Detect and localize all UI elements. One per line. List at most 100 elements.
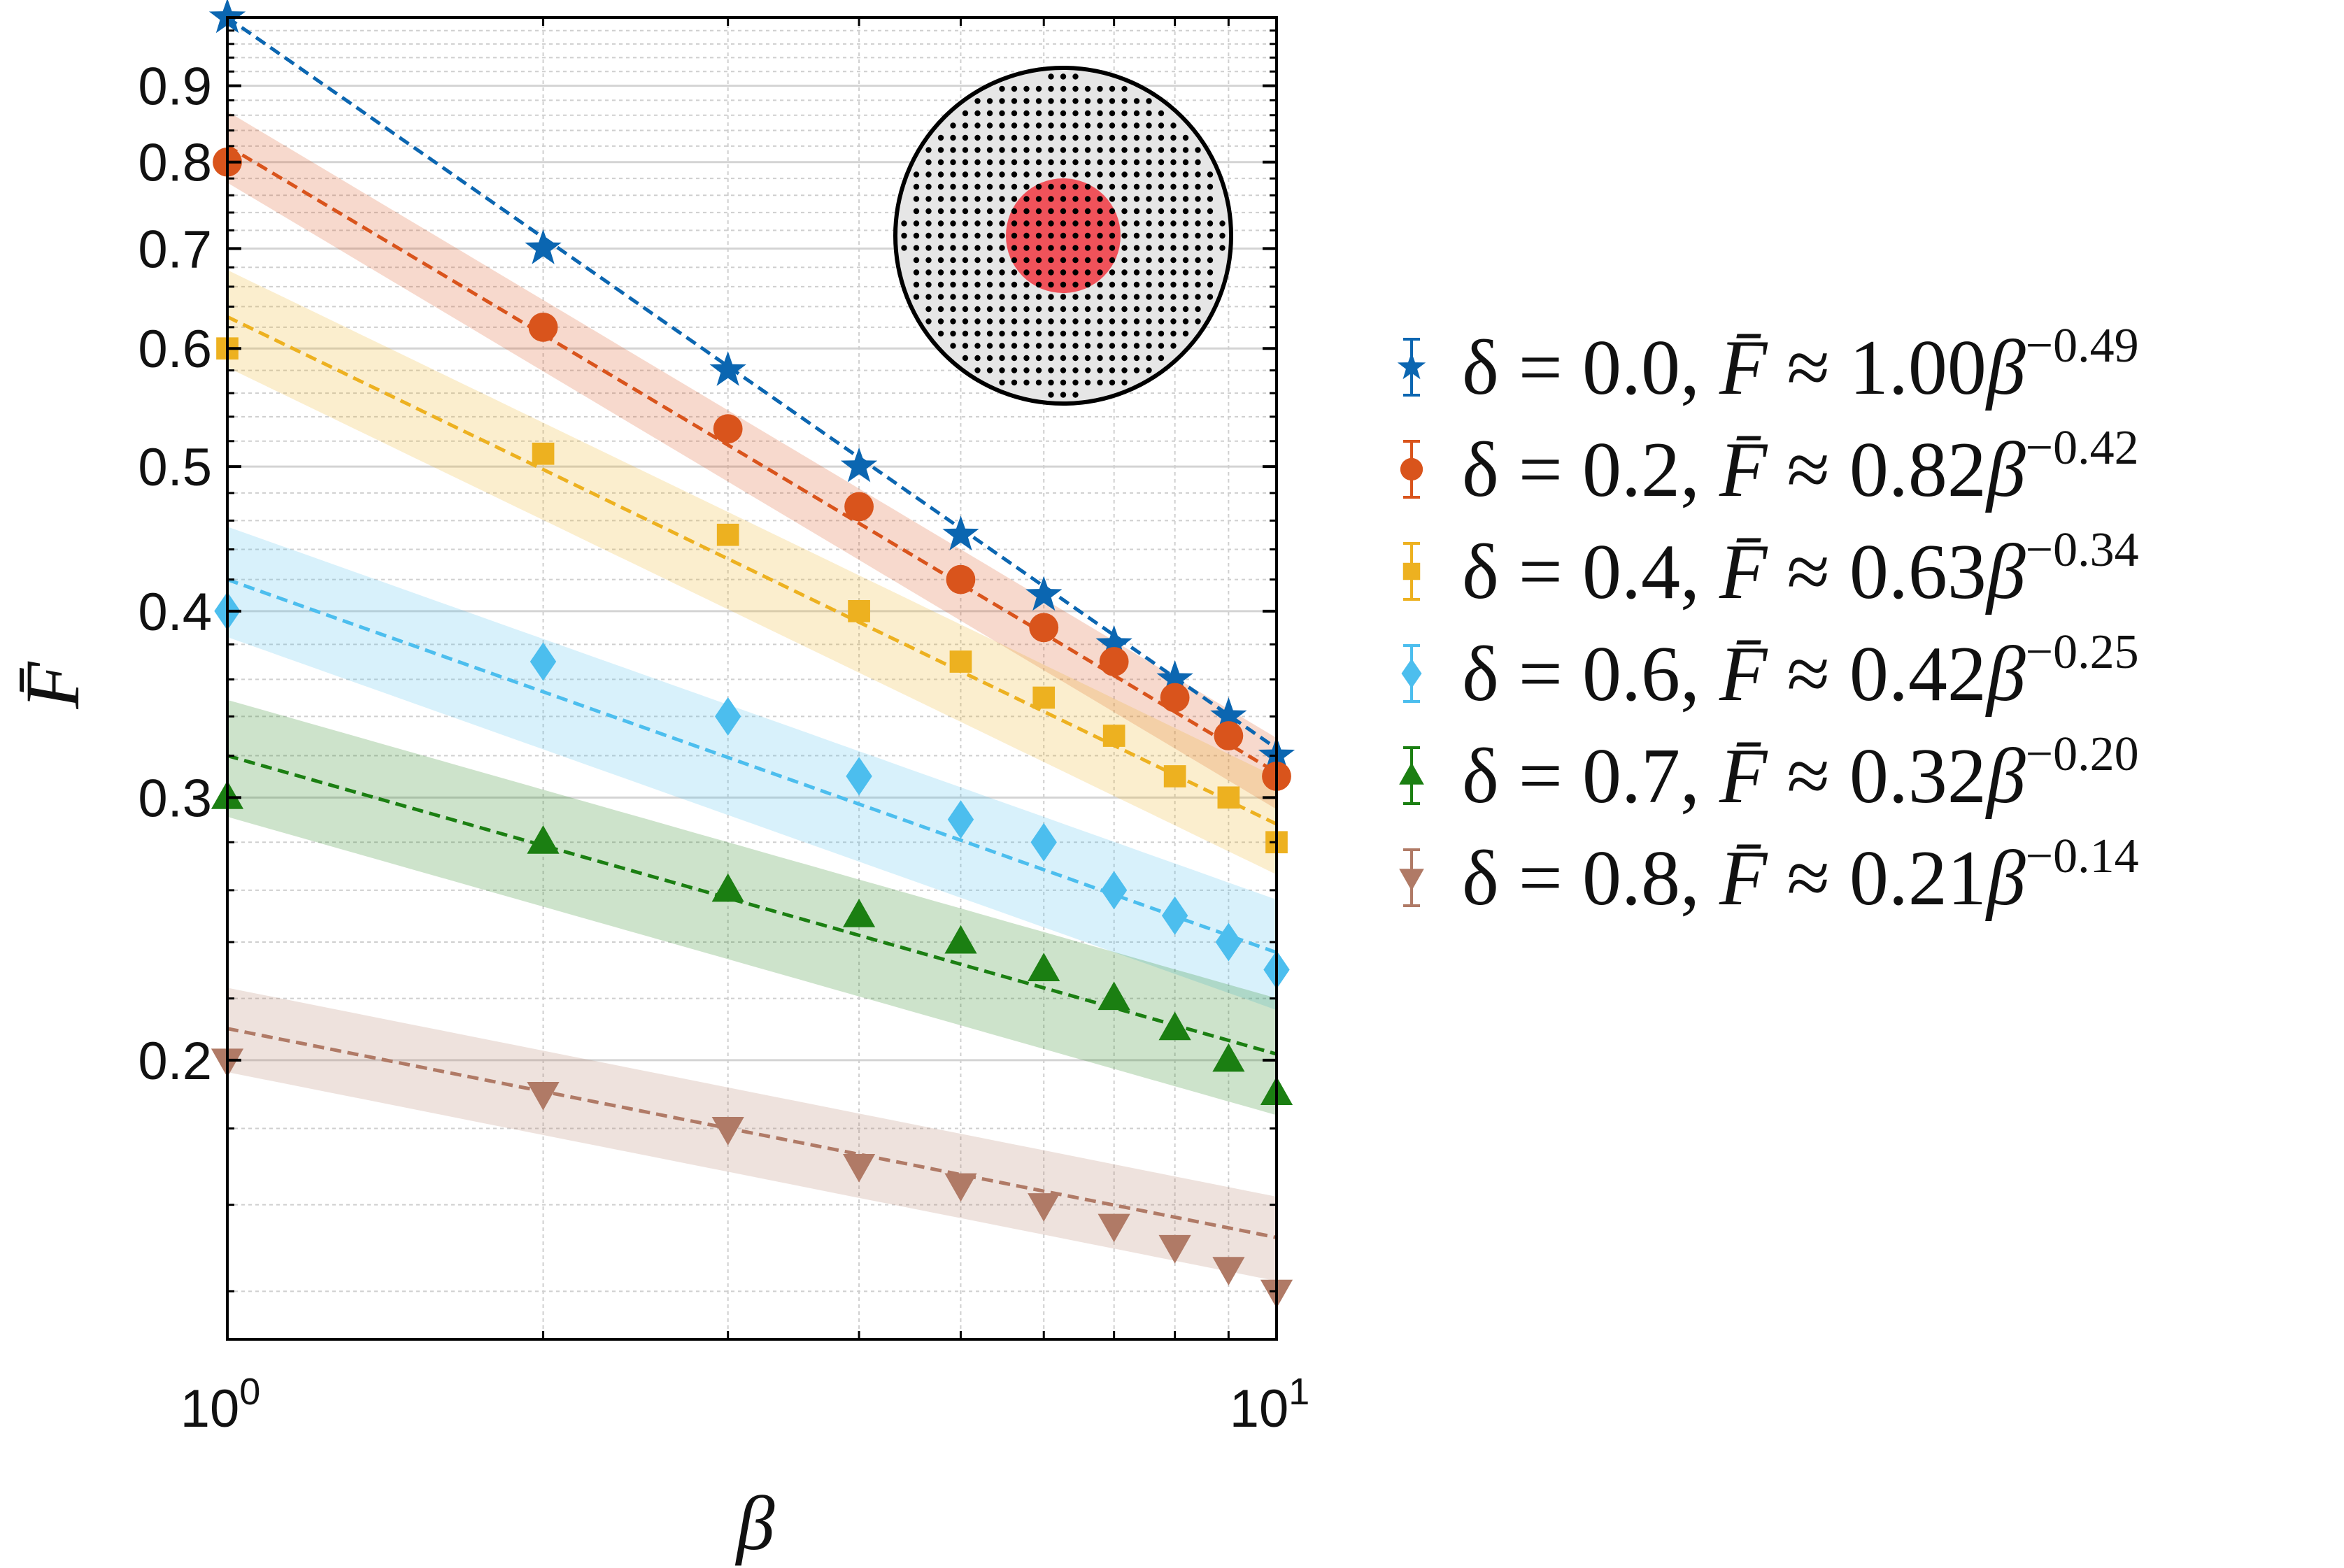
data-point	[1099, 647, 1129, 676]
lattice-point	[1023, 367, 1030, 373]
data-point	[532, 442, 555, 465]
fit-line	[226, 15, 1278, 750]
x-tick-label: 101	[1230, 1371, 1310, 1439]
lattice-point	[962, 318, 969, 325]
lattice-point	[1060, 392, 1067, 398]
lattice-point	[1170, 122, 1177, 129]
lattice-point	[1023, 147, 1030, 153]
lattice-point	[1195, 281, 1201, 288]
data-point	[528, 312, 558, 342]
lattice-point	[986, 232, 993, 239]
lattice-point	[1170, 208, 1177, 215]
data-point	[1160, 683, 1190, 713]
lattice-point	[1170, 343, 1177, 349]
lattice-point	[925, 208, 932, 215]
data-point	[946, 564, 976, 594]
lattice-point	[1121, 281, 1128, 288]
data-point	[1215, 922, 1242, 962]
lattice-point	[1195, 245, 1201, 251]
lattice-point	[1011, 257, 1018, 264]
lattice-point	[1048, 294, 1054, 300]
data-point	[1212, 1043, 1245, 1072]
lattice-point	[974, 330, 981, 337]
lattice-point	[925, 245, 932, 251]
lattice-point	[1060, 330, 1067, 337]
lattice-point	[1011, 330, 1018, 337]
lattice-point	[950, 196, 956, 202]
lattice-point	[1035, 232, 1042, 239]
lattice-point	[1158, 122, 1165, 129]
x-tick-label: 100	[180, 1371, 261, 1439]
lattice-point	[901, 220, 907, 227]
lattice-point	[901, 232, 907, 239]
legend-label: δ = 0.2, F̄ ≈ 0.82β−0.42	[1462, 421, 2139, 513]
lattice-point	[1133, 281, 1140, 288]
lattice-point	[999, 257, 1005, 264]
lattice-point	[1133, 183, 1140, 190]
lattice-point	[974, 134, 981, 141]
lattice-point	[1097, 294, 1103, 300]
lattice-point	[999, 269, 1005, 276]
lattice-point	[1146, 367, 1152, 373]
data-point	[844, 492, 874, 522]
lattice-point	[986, 98, 993, 104]
lattice-point	[1072, 306, 1079, 313]
data-point	[716, 523, 739, 546]
lattice-point	[1035, 367, 1042, 373]
lattice-point	[1195, 183, 1201, 190]
lattice-point	[1121, 306, 1128, 313]
lattice-point	[1182, 318, 1189, 325]
lattice-point	[950, 232, 956, 239]
lattice-point	[1146, 159, 1152, 166]
lattice-point	[1035, 379, 1042, 386]
lattice-point	[1097, 367, 1103, 373]
lattice-point	[999, 98, 1005, 104]
lattice-point	[1158, 257, 1165, 264]
inset-lattice-points	[901, 73, 1226, 398]
data-point	[530, 642, 557, 681]
data-point	[1029, 613, 1059, 643]
lattice-point	[1207, 232, 1214, 239]
legend-label: δ = 0.4, F̄ ≈ 0.63β−0.34	[1462, 523, 2139, 615]
lattice-point	[1035, 171, 1042, 178]
lattice-point	[1023, 257, 1030, 264]
lattice-point	[1097, 245, 1103, 251]
lattice-point	[1158, 147, 1165, 153]
lattice-point	[1072, 98, 1079, 104]
lattice-point	[1182, 134, 1189, 141]
lattice-point	[1121, 245, 1128, 251]
lattice-point	[1146, 269, 1152, 276]
lattice-point	[1182, 183, 1189, 190]
lattice-point	[1023, 98, 1030, 104]
lattice-point	[1072, 134, 1079, 141]
y-tick-label: 0.6	[138, 320, 212, 379]
lattice-point	[1023, 355, 1030, 362]
lattice-point	[1072, 147, 1079, 153]
lattice-point	[950, 306, 956, 313]
lattice-point	[1060, 281, 1067, 288]
lattice-point	[1060, 171, 1067, 178]
lattice-point	[1109, 147, 1116, 153]
lattice-point	[1084, 330, 1091, 337]
lattice-point	[1060, 110, 1067, 117]
data-point	[527, 1082, 560, 1111]
lattice-point	[1097, 306, 1103, 313]
lattice-point	[1121, 269, 1128, 276]
legend-entry: δ = 0.7, F̄ ≈ 0.32β−0.20	[1399, 727, 2139, 820]
lattice-point	[1133, 367, 1140, 373]
lattice-point	[1048, 171, 1054, 178]
lattice-point	[937, 183, 944, 190]
lattice-point	[1084, 355, 1091, 362]
lattice-point	[1182, 257, 1189, 264]
lattice-point	[974, 159, 981, 166]
lattice-point	[1097, 330, 1103, 337]
lattice-point	[1121, 208, 1128, 215]
data-point	[527, 825, 560, 854]
lattice-point	[925, 257, 932, 264]
lattice-point	[913, 245, 920, 251]
lattice-point	[925, 220, 932, 227]
lattice-point	[1158, 269, 1165, 276]
lattice-point	[1097, 208, 1103, 215]
lattice-point	[1072, 232, 1079, 239]
lattice-point	[1195, 220, 1201, 227]
